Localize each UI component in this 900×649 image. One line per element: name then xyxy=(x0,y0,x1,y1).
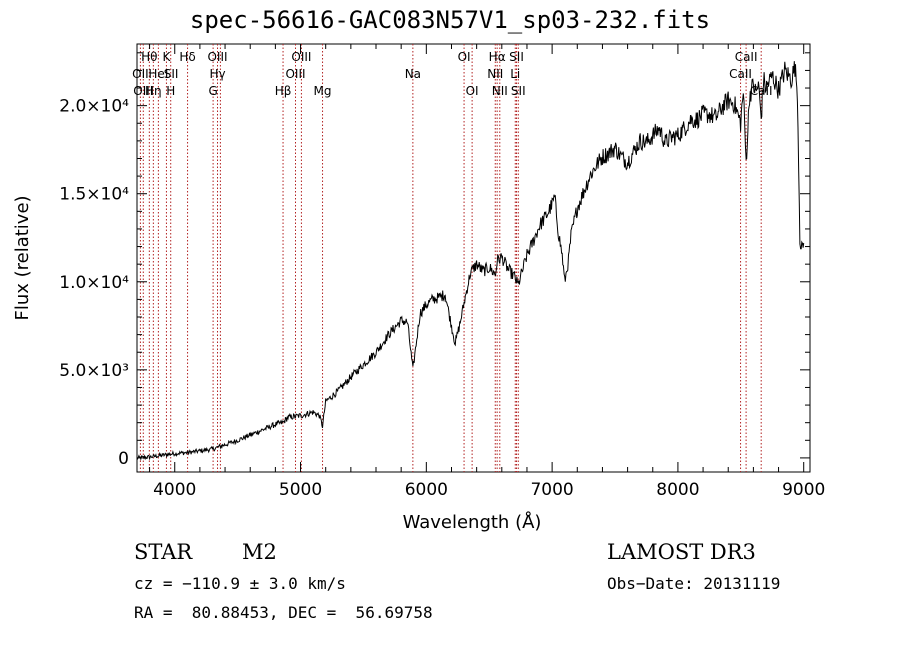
line-label: OIII xyxy=(285,67,305,81)
y-tick-label: 1.0×10⁴ xyxy=(59,273,129,293)
object-class: STAR xyxy=(134,540,193,564)
line-label: Hθ xyxy=(141,50,157,64)
line-label: NII xyxy=(487,67,503,81)
line-label: Hβ xyxy=(275,84,292,98)
line-label: OIII xyxy=(291,50,311,64)
y-axis-label: Flux (relative) xyxy=(12,195,33,320)
emission-line-markers xyxy=(139,44,762,472)
line-label: HeI xyxy=(148,67,168,81)
line-label: Na xyxy=(405,67,421,81)
line-label: Mg xyxy=(314,84,332,98)
line-label: OIII xyxy=(207,50,227,64)
line-label: Hα xyxy=(489,50,506,64)
plot-frame xyxy=(136,43,811,473)
line-label: OI xyxy=(466,84,479,98)
line-label: SII xyxy=(164,67,179,81)
line-label: Hγ xyxy=(209,67,225,81)
line-label: CaII xyxy=(729,67,752,81)
line-label: CaII xyxy=(735,50,758,64)
observation-date: Obs−Date: 20131119 xyxy=(607,574,781,593)
line-label: SII xyxy=(511,84,526,98)
ra-dec-coordinates: RA = 80.88453, DEC = 56.69758 xyxy=(134,603,433,622)
y-tick-label: 0 xyxy=(118,449,129,469)
y-axis: 0 5.0×10³ 1.0×10⁴ 1.5×10⁴ 2.0×10⁴ xyxy=(59,52,810,469)
line-label: SII xyxy=(509,50,524,64)
line-label: OII xyxy=(132,67,149,81)
line-label: H xyxy=(166,84,175,98)
line-label: K xyxy=(162,50,171,64)
survey-name: LAMOST DR3 xyxy=(607,540,756,564)
x-tick-label: 7000 xyxy=(530,480,573,500)
x-tick-label: 9000 xyxy=(782,480,825,500)
y-tick-label: 2.0×10⁴ xyxy=(59,97,129,117)
line-label: Li xyxy=(510,67,520,81)
line-label: OI xyxy=(458,50,471,64)
x-tick-label: 5000 xyxy=(279,480,322,500)
x-tick-label: 4000 xyxy=(153,480,196,500)
redshift-cz: cz = −110.9 ± 3.0 km/s xyxy=(134,574,346,593)
y-tick-label: 1.5×10⁴ xyxy=(59,185,129,205)
x-axis: 4000 5000 6000 7000 8000 9000 xyxy=(149,44,825,500)
line-label: Hη xyxy=(145,84,162,98)
x-tick-label: 8000 xyxy=(656,480,699,500)
line-label: NII xyxy=(492,84,508,98)
chart-title: spec-56616-GAC083N57V1_sp03-232.fits xyxy=(189,6,711,34)
x-tick-label: 6000 xyxy=(405,480,448,500)
x-axis-label: Wavelength (Å) xyxy=(403,511,542,533)
y-tick-label: 5.0×10³ xyxy=(59,361,129,381)
line-label: G xyxy=(208,84,217,98)
line-label: OIII xyxy=(133,84,153,98)
flux-series-line xyxy=(136,61,805,461)
line-label: Hδ xyxy=(179,50,195,64)
object-subclass: M2 xyxy=(242,540,277,564)
